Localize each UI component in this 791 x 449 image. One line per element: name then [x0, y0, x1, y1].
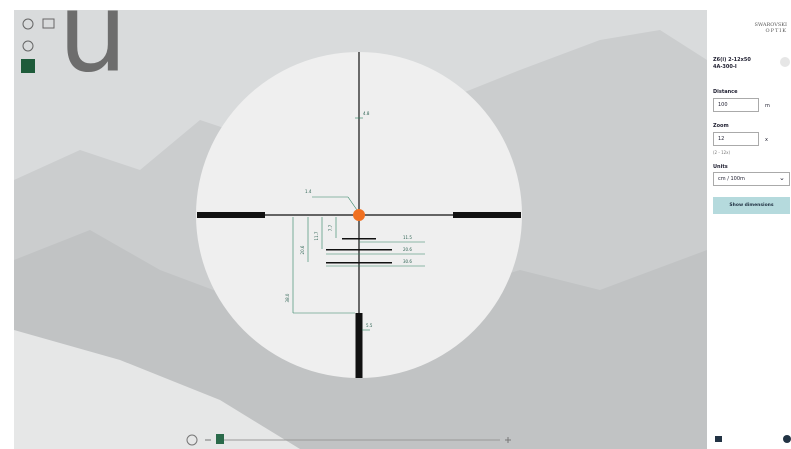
snow — [14, 330, 300, 449]
dim-label: 11.7 — [314, 231, 319, 240]
overlay-glyph: u — [58, 0, 128, 96]
dim-label: 30.6 — [403, 259, 412, 264]
zoom-plus[interactable] — [505, 437, 511, 443]
unit: m — [765, 103, 770, 109]
tool-icon[interactable] — [42, 18, 55, 29]
compass-icon[interactable] — [186, 434, 198, 446]
logo-sub: OPTIK — [765, 28, 787, 34]
center-dot — [353, 209, 365, 221]
dim-label: 11.5 — [403, 235, 412, 240]
field-label: Distance — [713, 89, 738, 95]
bottom-post — [355, 313, 363, 378]
tool-icon-active[interactable] — [21, 59, 35, 73]
tool-icon[interactable] — [22, 18, 34, 30]
dim-label: 20.6 — [403, 247, 412, 252]
dim-label: 38.0 — [285, 293, 290, 302]
field-label: Zoom — [713, 123, 729, 129]
dim-label: 5.5 — [366, 323, 373, 328]
dimension-lines — [292, 117, 425, 331]
dim-label: 20.6 — [300, 245, 305, 254]
logo-brand: SWAROVSKI — [754, 22, 787, 28]
reticle-name: 4A-300-I — [713, 64, 737, 70]
zoom-input[interactable]: 12 — [713, 132, 759, 146]
chevron: ⌄ — [779, 174, 785, 182]
dim-label: 7.7 — [328, 224, 333, 231]
dim-label: 1.4 — [305, 189, 312, 194]
unit: x — [765, 137, 768, 143]
distance-input[interactable]: 100 — [713, 98, 759, 112]
show-dimensions-button[interactable]: Show dimensions — [713, 197, 790, 214]
hint: (2 - 12x) — [713, 150, 731, 155]
field-label: Units — [713, 164, 728, 170]
tool-icon[interactable] — [22, 40, 34, 52]
right-post — [453, 212, 521, 218]
home-icon[interactable] — [715, 436, 722, 442]
edit-button[interactable] — [780, 57, 790, 67]
help-icon[interactable] — [783, 435, 791, 443]
reticle-view: u 4.8 1.4 11.5 20.6 30.6 7.7 11.7 20.6 3… — [14, 0, 707, 449]
hold-1 — [342, 238, 376, 240]
left-post — [197, 212, 265, 218]
sidebar: SWAROVSKI OPTIK Z6(i) 2-12x50 4A-300-I D… — [707, 0, 791, 449]
hold-3 — [326, 262, 392, 264]
hold-2 — [326, 249, 392, 251]
slider-handle[interactable] — [216, 434, 224, 444]
dim-label: 4.8 — [363, 111, 370, 116]
logo: SWAROVSKI OPTIK — [755, 22, 787, 34]
units-select[interactable]: cm / 100m — [713, 172, 790, 186]
dimension-labels: 4.8 1.4 11.5 20.6 30.6 7.7 11.7 20.6 38.… — [285, 111, 412, 328]
model: Z6(i) 2-12x50 — [713, 57, 751, 63]
